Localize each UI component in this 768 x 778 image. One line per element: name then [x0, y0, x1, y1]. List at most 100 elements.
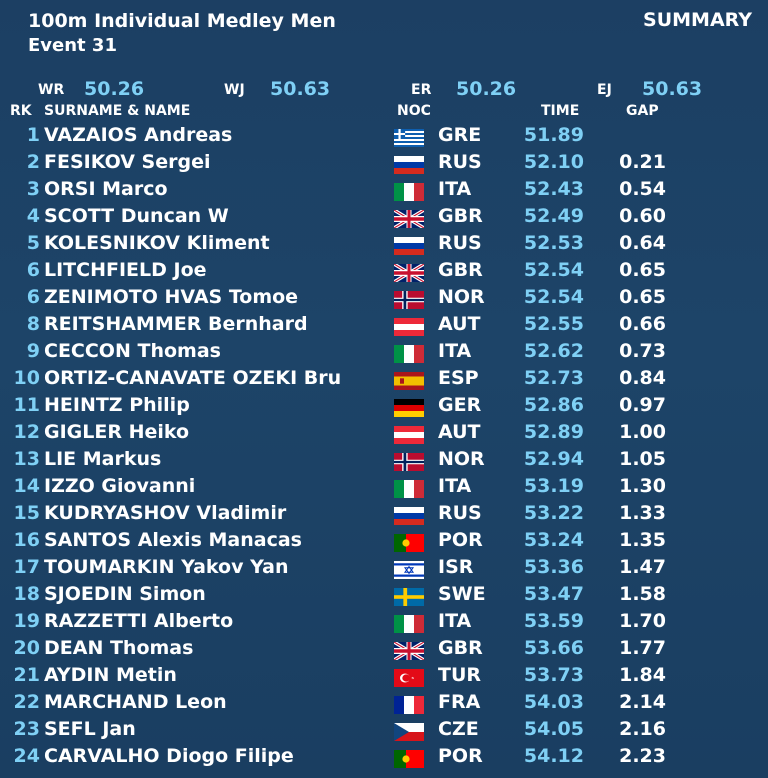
austria-flag-icon: [394, 426, 424, 444]
result-time: 51.89: [523, 124, 584, 146]
time-gap: 0.64: [619, 232, 666, 254]
noc-code: RUS: [438, 232, 482, 254]
result-time: 53.19: [523, 475, 584, 497]
time-gap: 1.00: [619, 421, 666, 443]
result-time: 52.10: [523, 151, 584, 173]
er-value: 50.26: [456, 78, 517, 100]
noc-code: RUS: [438, 502, 482, 524]
table-row: 20 DEAN Thomas GBR 53.66 1.77: [0, 634, 768, 661]
czechia-flag-icon: [394, 723, 424, 741]
rank: 1: [26, 124, 40, 146]
time-gap: 1.70: [619, 610, 666, 632]
noc-code: ITA: [438, 475, 472, 497]
rank: 5: [26, 232, 40, 254]
table-row: 17 TOUMARKIN Yakov Yan ISR 53.36 1.47: [0, 553, 768, 580]
result-time: 53.22: [523, 502, 584, 524]
time-gap: 2.14: [619, 691, 666, 713]
time-gap: 0.60: [619, 205, 666, 227]
uk-flag-icon: [394, 264, 424, 282]
turkey-flag-icon: [394, 669, 424, 687]
ej-label: EJ: [597, 82, 612, 98]
rank: 3: [26, 178, 40, 200]
athlete-name: HEINTZ Philip: [44, 394, 190, 416]
athlete-name: SCOTT Duncan W: [44, 205, 229, 227]
noc-code: CZE: [438, 718, 479, 740]
athlete-name: MARCHAND Leon: [44, 691, 227, 713]
result-time: 52.62: [523, 340, 584, 362]
result-time: 53.47: [523, 583, 584, 605]
noc-code: POR: [438, 529, 483, 551]
time-gap: 1.58: [619, 583, 666, 605]
noc-code: ESP: [438, 367, 479, 389]
result-time: 54.12: [523, 745, 584, 767]
athlete-name: KOLESNIKOV Kliment: [44, 232, 270, 254]
athlete-name: FESIKOV Sergei: [44, 151, 211, 173]
time-gap: 0.21: [619, 151, 666, 173]
norway-flag-icon: [394, 291, 424, 309]
rank: 11: [13, 394, 40, 416]
rank: 22: [13, 691, 40, 713]
table-row: 6 LITCHFIELD Joe GBR 52.54 0.65: [0, 256, 768, 283]
athlete-name: ORTIZ-CANAVATE OZEKI Bru: [44, 367, 342, 389]
russia-flag-icon: [394, 156, 424, 174]
rank: 8: [26, 313, 40, 335]
table-row: 19 RAZZETTI Alberto ITA 53.59 1.70: [0, 607, 768, 634]
table-row: 22 MARCHAND Leon FRA 54.03 2.14: [0, 688, 768, 715]
wr-label: WR: [38, 82, 65, 98]
noc-code: POR: [438, 745, 483, 767]
ej-value: 50.63: [642, 78, 703, 100]
table-row: 2 FESIKOV Sergei RUS 52.10 0.21: [0, 148, 768, 175]
rank: 24: [13, 745, 40, 767]
athlete-name: SANTOS Alexis Manacas: [44, 529, 302, 551]
rank: 20: [13, 637, 40, 659]
table-row: 6 ZENIMOTO HVAS Tomoe NOR 52.54 0.65: [0, 283, 768, 310]
result-time: 53.73: [523, 664, 584, 686]
noc-code: NOR: [438, 448, 485, 470]
italy-flag-icon: [394, 615, 424, 633]
greece-flag-icon: [394, 129, 424, 147]
table-row: 12 GIGLER Heiko AUT 52.89 1.00: [0, 418, 768, 445]
rank: 9: [26, 340, 40, 362]
table-row: 18 SJOEDIN Simon SWE 53.47 1.58: [0, 580, 768, 607]
rank: 12: [13, 421, 40, 443]
rank: 17: [13, 556, 40, 578]
wr-value: 50.26: [84, 78, 145, 100]
result-time: 53.36: [523, 556, 584, 578]
records-bar: WR 50.26 WJ 50.63 ER 50.26 EJ 50.63: [0, 78, 768, 102]
time-gap: 0.65: [619, 286, 666, 308]
rk-header: RK: [10, 103, 32, 119]
time-gap: 0.84: [619, 367, 666, 389]
noc-code: TUR: [438, 664, 482, 686]
event-number: Event 31: [28, 35, 117, 56]
table-row: 8 REITSHAMMER Bernhard AUT 52.55 0.66: [0, 310, 768, 337]
result-time: 52.53: [523, 232, 584, 254]
noc-header: NOC: [397, 103, 431, 119]
result-time: 54.03: [523, 691, 584, 713]
table-row: 11 HEINTZ Philip GER 52.86 0.97: [0, 391, 768, 418]
time-gap: 0.65: [619, 259, 666, 281]
norway-flag-icon: [394, 453, 424, 471]
rank: 6: [26, 259, 40, 281]
table-row: 21 AYDIN Metin TUR 53.73 1.84: [0, 661, 768, 688]
time-gap: 1.30: [619, 475, 666, 497]
result-time: 53.66: [523, 637, 584, 659]
result-time: 54.05: [523, 718, 584, 740]
noc-code: GER: [438, 394, 482, 416]
rank: 15: [13, 502, 40, 524]
result-time: 52.73: [523, 367, 584, 389]
uk-flag-icon: [394, 642, 424, 660]
spain-flag-icon: [394, 372, 424, 390]
rank: 21: [13, 664, 40, 686]
france-flag-icon: [394, 696, 424, 714]
result-time: 52.43: [523, 178, 584, 200]
table-row: 9 CECCON Thomas ITA 52.62 0.73: [0, 337, 768, 364]
result-time: 52.54: [523, 286, 584, 308]
table-row: 4 SCOTT Duncan W GBR 52.49 0.60: [0, 202, 768, 229]
wj-value: 50.63: [270, 78, 331, 100]
wj-label: WJ: [224, 82, 245, 98]
time-gap: 0.66: [619, 313, 666, 335]
rank: 18: [13, 583, 40, 605]
table-row: 23 SEFL Jan CZE 54.05 2.16: [0, 715, 768, 742]
time-gap: 0.73: [619, 340, 666, 362]
table-row: 1 VAZAIOS Andreas GRE 51.89: [0, 121, 768, 148]
